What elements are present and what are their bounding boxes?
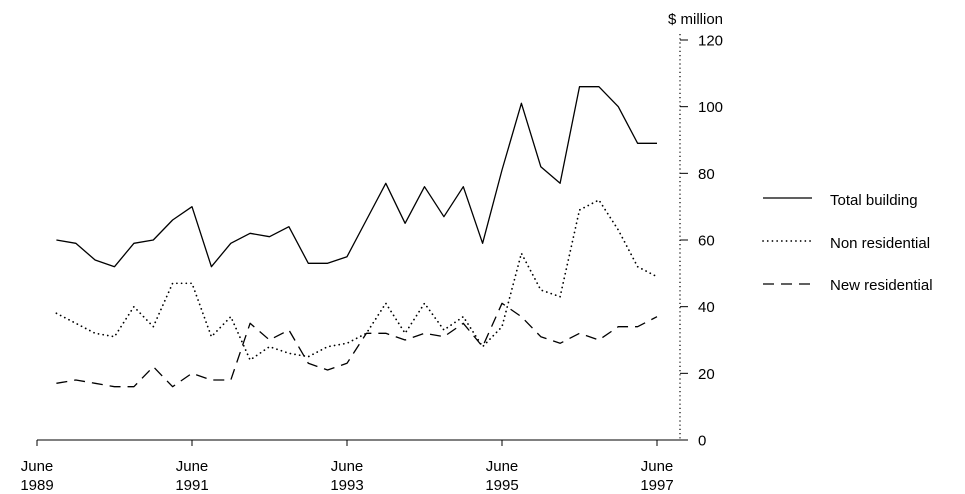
- y-tick-label: 80: [698, 166, 715, 183]
- y-tick-label: 40: [698, 299, 715, 316]
- x-tick-label-year: 1989: [20, 477, 53, 494]
- legend-item-non-residential: Non residential: [762, 235, 930, 252]
- x-tick-label-month: June: [641, 458, 674, 475]
- y-axis-ticks: 0 20 40 60 80 100 120: [680, 33, 723, 450]
- x-axis-ticks: June 1989 June 1991 June 1993 June 1995 June 1997: [20, 440, 674, 494]
- x-tick-label-year: 1991: [175, 477, 208, 494]
- legend-label-non-residential: Non residential: [830, 235, 930, 252]
- legend-label-new-residential: New residential: [830, 277, 933, 294]
- series-line-total-building: [56, 86, 657, 268]
- y-tick-label: 100: [698, 99, 723, 116]
- legend-label-total-building: Total building: [830, 192, 918, 209]
- x-tick-label-year: 1997: [640, 477, 673, 494]
- series-lines: [55, 86, 658, 388]
- series-line-new-residential: [56, 302, 658, 388]
- y-tick-label: 60: [698, 233, 715, 250]
- x-tick-label-year: 1995: [485, 477, 518, 494]
- legend-item-new-residential: New residential: [763, 277, 933, 294]
- y-tick-label: 0: [698, 433, 706, 450]
- y-tick-label: 20: [698, 366, 715, 383]
- x-tick-label-month: June: [331, 458, 364, 475]
- legend: Total building Non residential New resid…: [762, 192, 933, 294]
- series-line-non-residential: [55, 199, 658, 361]
- x-tick-label-month: June: [21, 458, 54, 475]
- legend-item-total-building: Total building: [763, 192, 918, 209]
- x-tick-label-month: June: [176, 458, 209, 475]
- y-axis-unit-label: $ million: [668, 11, 723, 28]
- chart-axes: $ million: [37, 11, 723, 441]
- x-tick-label-year: 1993: [330, 477, 363, 494]
- x-tick-label-month: June: [486, 458, 519, 475]
- y-tick-label: 120: [698, 33, 723, 50]
